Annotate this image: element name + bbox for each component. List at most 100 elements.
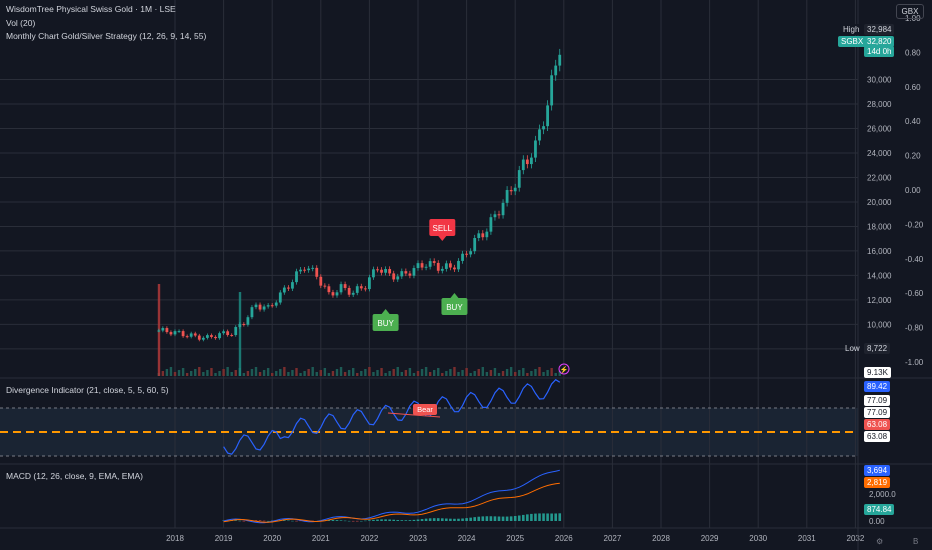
macd-hist-bar	[376, 519, 379, 521]
macd-hist-bar	[461, 518, 464, 521]
macd-axis-zero: 0.00	[869, 517, 885, 526]
bear-divergence-line	[387, 412, 441, 418]
sell-signal-arrow	[438, 236, 447, 241]
volume-bar	[343, 372, 347, 376]
volume-bar	[380, 368, 383, 376]
price-tick: 22,000	[867, 173, 892, 182]
macd-hist-bar	[392, 519, 395, 521]
candle-body	[436, 262, 440, 271]
macd-hist-bar	[530, 513, 533, 521]
macd-hist-bar	[364, 520, 367, 522]
volume-bar	[210, 368, 213, 376]
volume-bar	[161, 371, 165, 376]
macd-hist-bar	[400, 520, 404, 521]
volume-bar	[319, 370, 322, 376]
volume-bar	[218, 371, 221, 376]
candle-body	[538, 129, 541, 141]
macd-hist-bar	[477, 516, 481, 521]
volume-bar	[384, 373, 387, 376]
volume-bar	[416, 371, 420, 376]
candle-body	[343, 284, 347, 288]
candle-body	[501, 202, 505, 216]
macd-hist-bar	[522, 514, 525, 521]
macd-hist-bar	[424, 518, 428, 521]
price-tick: 12,000	[867, 296, 892, 305]
candle-body	[331, 292, 335, 296]
macd-hist-bar	[489, 516, 493, 521]
candle-body	[509, 190, 513, 192]
macd-hist-bar	[513, 515, 517, 521]
macd-hist-bar	[327, 520, 331, 521]
candle-body	[201, 337, 205, 340]
volume-bar	[408, 368, 412, 376]
macd-hist-bar	[262, 520, 266, 522]
macd-hist-bar	[416, 519, 420, 521]
candle-body	[274, 302, 278, 306]
volume-bar	[266, 368, 270, 376]
macd-hist-bar	[258, 520, 262, 521]
volume-bar	[493, 368, 497, 376]
candle-body	[517, 170, 521, 188]
candle-body	[513, 187, 517, 192]
macd-hist-bar	[380, 519, 383, 521]
macd-hist-bar	[441, 518, 444, 521]
log-scale-icon[interactable]: B	[913, 537, 919, 546]
candle-body	[177, 331, 181, 333]
price-tick: 30,000	[867, 76, 892, 85]
currency-button[interactable]: GBX	[896, 4, 924, 19]
candle-body	[161, 328, 165, 331]
macd-hist-bar	[505, 516, 509, 521]
candle-body	[359, 286, 363, 289]
volume-bar	[347, 370, 351, 376]
macd-hist-bar	[291, 520, 294, 522]
macd-hist-bar	[428, 518, 432, 521]
candle-body	[214, 336, 217, 339]
macd-hist-bar	[445, 518, 448, 521]
volume-bar	[449, 369, 452, 376]
volume-bar	[396, 367, 399, 376]
volume-bar	[165, 369, 169, 376]
buy-signal	[372, 314, 399, 331]
candle-body	[339, 284, 343, 293]
volume-bar	[226, 367, 229, 376]
time-label: 2029	[701, 534, 719, 543]
volume-bar	[356, 373, 359, 376]
volume-bar	[271, 373, 274, 376]
volume-bar	[392, 369, 395, 376]
volume-bar	[173, 372, 177, 376]
gear-icon[interactable]: ⚙	[876, 537, 884, 546]
volume-bar	[214, 373, 217, 376]
volume-bar	[291, 370, 294, 376]
candle-body	[469, 251, 473, 255]
macd-hist-bar	[238, 520, 242, 522]
candle-body	[185, 336, 189, 338]
macd-hist-bar	[453, 518, 456, 521]
macd-hist-bar	[287, 520, 290, 522]
volume-bar	[526, 373, 529, 376]
macd-hist-bar	[432, 518, 436, 521]
candle-body	[444, 263, 448, 269]
macd-hist-bar	[473, 517, 476, 521]
candle-body	[428, 261, 432, 267]
candle-body	[254, 304, 258, 308]
candle-body	[193, 333, 197, 336]
volume-bar	[546, 370, 549, 376]
sell-label: SELL	[433, 224, 453, 233]
macd-hist-bar	[351, 520, 355, 522]
macd-hist-bar	[481, 516, 485, 521]
macd-hist-bar	[335, 520, 339, 521]
buy-label: BUY	[377, 319, 394, 328]
candle-body	[258, 304, 262, 310]
volume-bar	[206, 370, 209, 376]
macd-hist-bar	[542, 513, 545, 521]
time-label: 2018	[166, 534, 184, 543]
volume-bar	[376, 370, 379, 376]
volume-bar	[501, 371, 505, 376]
candle-body	[465, 253, 468, 255]
candle-body	[550, 75, 554, 106]
volume-bar	[388, 371, 391, 376]
low-label: Low	[845, 344, 860, 353]
candle-body	[307, 268, 311, 271]
volume-bar	[461, 370, 464, 376]
